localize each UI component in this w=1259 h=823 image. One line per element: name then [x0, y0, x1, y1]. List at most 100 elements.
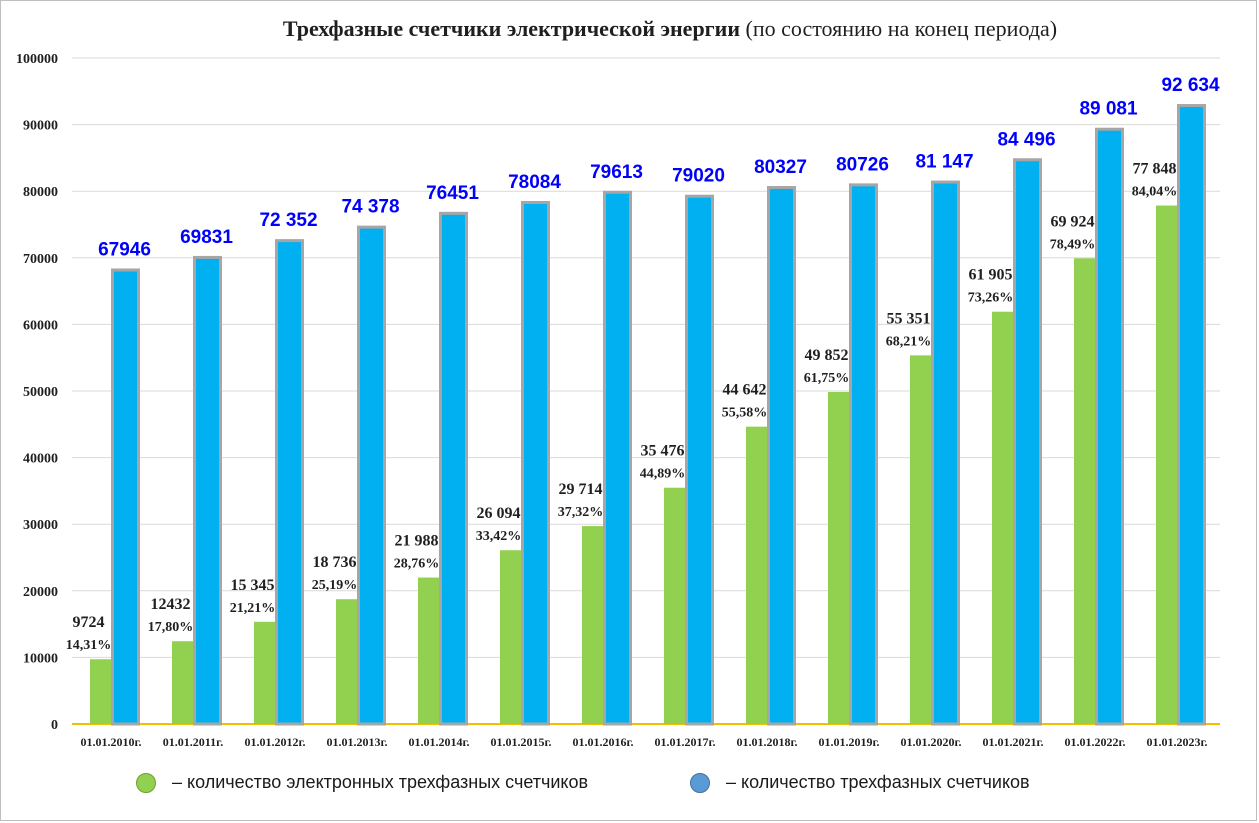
- bar-electronic: [746, 426, 767, 724]
- label-total: 80327: [754, 157, 807, 178]
- label-total: 81 147: [915, 152, 973, 173]
- bar-electronic: [664, 487, 685, 724]
- label-percent: 73,26%: [968, 291, 1014, 306]
- x-tick-label: 01.01.2019г.: [818, 735, 879, 749]
- bar-total: [849, 183, 878, 726]
- legend-blue-marker: [690, 772, 710, 793]
- bar-total: [439, 211, 468, 726]
- label-electronic: 26 094: [477, 505, 521, 522]
- label-percent: 21,21%: [230, 601, 276, 616]
- bar-total: [193, 255, 222, 726]
- x-tick-label: 01.01.2015г.: [490, 735, 551, 749]
- y-tick-label: 20000: [23, 585, 58, 600]
- label-electronic: 44 642: [723, 382, 767, 399]
- y-tick-label: 90000: [23, 119, 58, 134]
- label-percent: 25,19%: [312, 578, 358, 593]
- label-electronic: 18 736: [313, 554, 357, 571]
- x-tick-label: 01.01.2013г.: [326, 735, 387, 749]
- chart-title-rest: (по состоянию на конец периода): [745, 16, 1058, 41]
- label-total: 78084: [508, 172, 561, 193]
- x-tick-label: 01.01.2021г.: [982, 735, 1043, 749]
- label-electronic: 15 345: [231, 577, 275, 594]
- y-tick-label: 50000: [23, 385, 58, 400]
- bar-electronic: [828, 391, 849, 724]
- y-tick-label: 40000: [23, 452, 58, 467]
- bar-total: [111, 268, 140, 726]
- x-tick-label: 01.01.2016г.: [572, 735, 633, 749]
- x-tick-label: 01.01.2014г.: [408, 735, 469, 749]
- label-percent: 68,21%: [886, 334, 932, 349]
- label-percent: 84,04%: [1132, 185, 1178, 200]
- label-electronic: 69 924: [1051, 213, 1095, 230]
- label-electronic: 21 988: [395, 533, 439, 550]
- bar-electronic: [336, 599, 357, 724]
- label-total: 79613: [590, 162, 643, 183]
- bar-total: [767, 186, 796, 726]
- label-percent: 17,80%: [148, 620, 194, 635]
- x-tick-label: 01.01.2023г.: [1146, 735, 1207, 749]
- bar-electronic: [418, 577, 439, 724]
- y-tick-label: 60000: [23, 318, 58, 333]
- label-percent: 33,42%: [476, 529, 522, 544]
- label-total: 74 378: [341, 197, 399, 218]
- y-tick-label: 30000: [23, 518, 58, 533]
- x-tick-label: 01.01.2017г.: [654, 735, 715, 749]
- y-tick-label: 70000: [23, 252, 58, 267]
- label-percent: 37,32%: [558, 505, 604, 520]
- y-tick-label: 80000: [23, 185, 58, 200]
- label-electronic: 29 714: [559, 481, 603, 498]
- label-percent: 78,49%: [1050, 237, 1096, 252]
- bar-electronic: [172, 641, 193, 724]
- label-percent: 44,89%: [640, 467, 686, 482]
- x-tick-label: 01.01.2011г.: [163, 735, 223, 749]
- y-tick-label: 100000: [16, 52, 58, 67]
- bar-total: [275, 239, 304, 726]
- legend-label-electronic: – количество электронных трехфазных счет…: [172, 772, 589, 792]
- bar-total: [685, 194, 714, 726]
- x-tick-label: 01.01.2012г.: [244, 735, 305, 749]
- legend-item-electronic: – количество электронных трехфазных счет…: [136, 772, 588, 793]
- label-total: 67946: [98, 239, 151, 260]
- label-total: 79020: [672, 166, 725, 187]
- bar-electronic: [90, 659, 111, 724]
- legend-label-total: – количество трехфазных счетчиков: [726, 772, 1030, 792]
- bar-total: [603, 190, 632, 726]
- bar-total: [1013, 158, 1042, 726]
- label-electronic: 49 852: [805, 347, 849, 364]
- x-tick-label: 01.01.2018г.: [736, 735, 797, 749]
- chart-title-bold: Трехфазные счетчики электрической энерги…: [282, 16, 741, 41]
- label-percent: 61,75%: [804, 371, 850, 386]
- label-total: 80726: [836, 154, 889, 175]
- bar-electronic: [1074, 258, 1095, 724]
- label-electronic: 77 848: [1133, 161, 1177, 178]
- bar-total: [357, 225, 386, 726]
- legend-item-total: – количество трехфазных счетчиков: [690, 772, 1030, 793]
- bar-total: [1177, 104, 1206, 726]
- y-tick-label: 10000: [23, 651, 58, 666]
- bar-electronic: [582, 526, 603, 724]
- label-electronic: 12432: [151, 596, 191, 613]
- bar-total: [521, 200, 550, 726]
- bar-electronic: [910, 355, 931, 724]
- bar-electronic: [992, 311, 1013, 724]
- label-electronic: 9724: [73, 614, 105, 631]
- label-percent: 28,76%: [394, 557, 440, 572]
- label-total: 69831: [180, 227, 233, 248]
- label-electronic: 61 905: [969, 267, 1013, 284]
- label-total: 92 634: [1161, 75, 1220, 96]
- bar-total: [931, 180, 960, 726]
- y-tick-label: 0: [51, 718, 58, 733]
- label-percent: 55,58%: [722, 406, 768, 421]
- label-electronic: 55 351: [887, 310, 931, 327]
- x-tick-label: 01.01.2020г.: [900, 735, 961, 749]
- bar-total: [1095, 127, 1124, 726]
- label-electronic: 35 476: [641, 443, 685, 460]
- legend-green-marker: [136, 772, 156, 793]
- x-tick-label: 01.01.2022г.: [1064, 735, 1125, 749]
- bar-electronic: [254, 621, 275, 724]
- bar-electronic: [1156, 205, 1177, 724]
- chart-title: Трехфазные счетчики электрической энерги…: [0, 16, 1259, 42]
- label-total: 72 352: [259, 210, 317, 231]
